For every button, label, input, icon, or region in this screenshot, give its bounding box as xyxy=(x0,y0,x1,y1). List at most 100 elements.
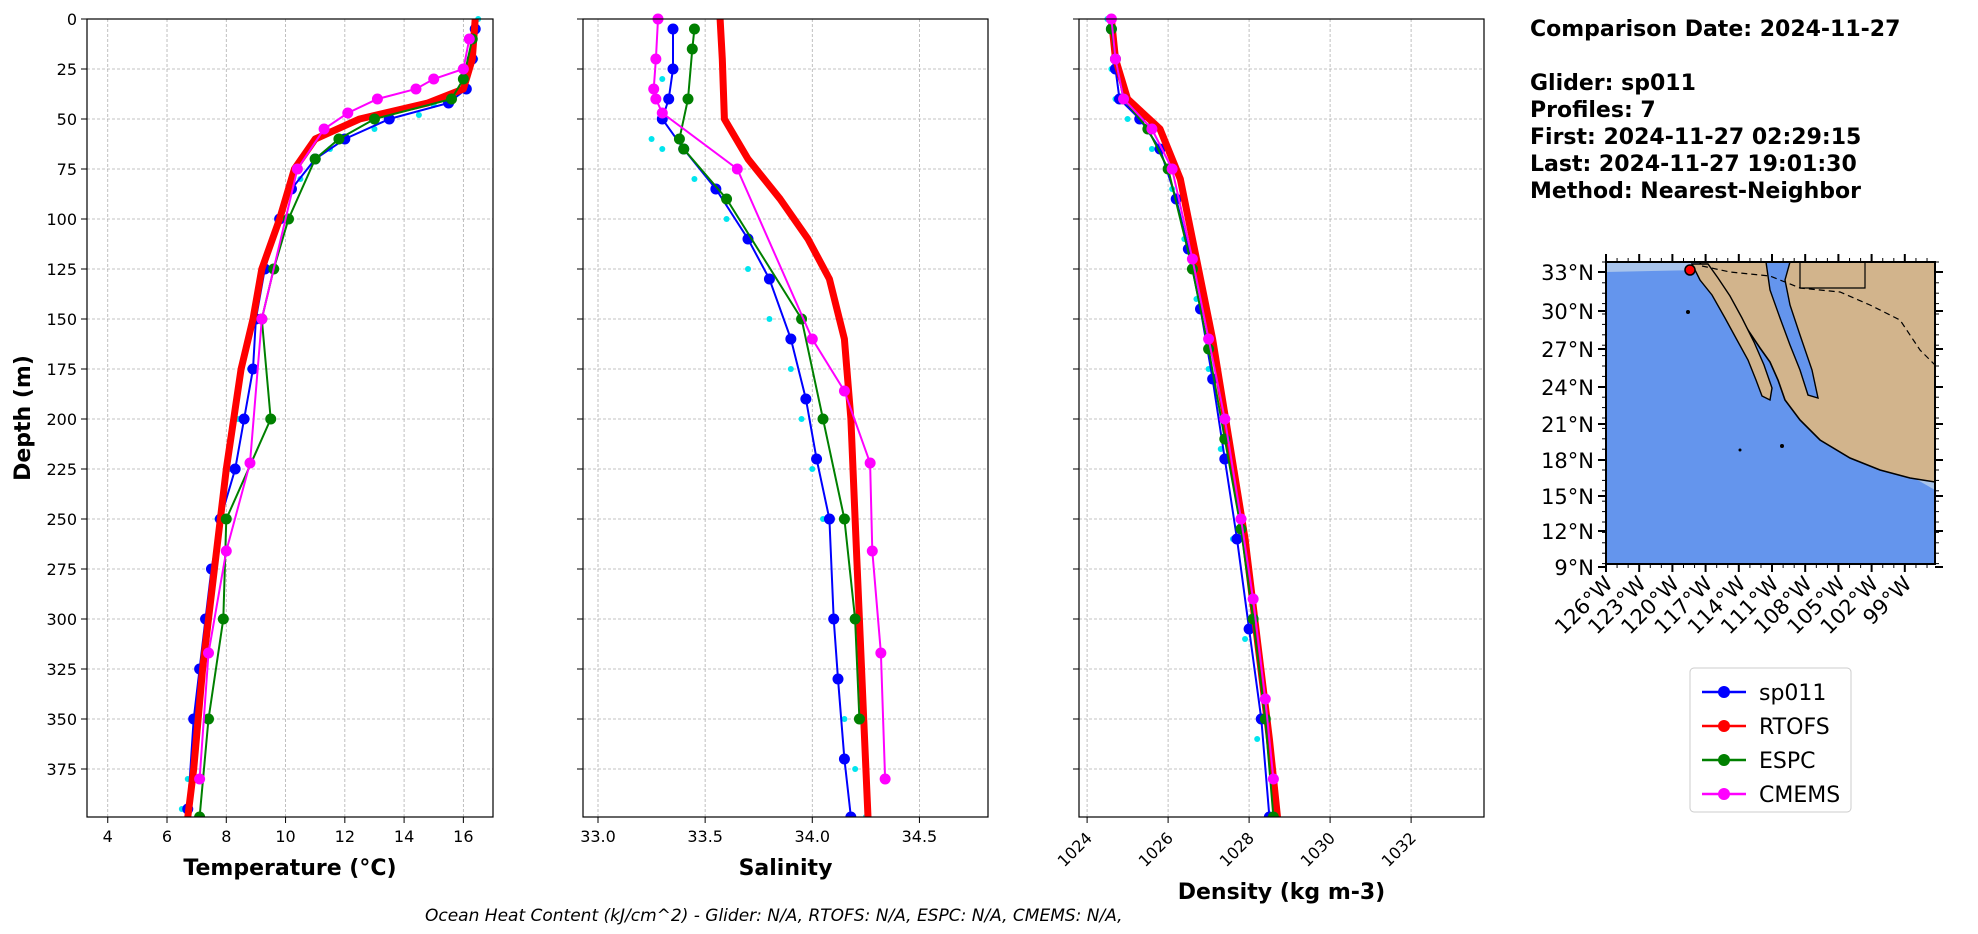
axes-frame xyxy=(86,18,494,818)
legend-label: CMEMS xyxy=(1759,783,1840,808)
legend-item-sp011: sp011 xyxy=(1702,681,1826,706)
series-sp011-point xyxy=(838,753,850,765)
series-espc-point xyxy=(682,93,694,105)
series-sp011-point xyxy=(667,23,679,35)
legend-marker xyxy=(1718,788,1730,800)
series-espc-line xyxy=(1110,28,1275,817)
series-espc-point xyxy=(1259,713,1271,725)
map-lat-label: 9°N xyxy=(1554,556,1594,580)
x-tick-label: 33.5 xyxy=(687,827,723,846)
series-sp011-point xyxy=(663,93,675,105)
series-espc-point xyxy=(265,413,277,425)
series-sp011_raw-point xyxy=(648,136,655,142)
series-cmems-point xyxy=(879,773,891,785)
axes-frame xyxy=(582,18,989,818)
profile-count: Profiles: 7 xyxy=(1530,98,1656,123)
map-lat-label: 12°N xyxy=(1541,520,1594,544)
interpolation-method: Method: Nearest-Neighbor xyxy=(1530,179,1861,204)
series-espc-point xyxy=(1186,263,1198,275)
legend-label: ESPC xyxy=(1759,749,1816,774)
x-tick-label: 8 xyxy=(221,827,231,846)
x-axis-label: Salinity xyxy=(739,856,833,881)
series-cmems-point xyxy=(838,385,850,397)
map-lat-label: 21°N xyxy=(1541,413,1594,437)
map-lat-label: 24°N xyxy=(1541,376,1594,400)
x-tick-label: 6 xyxy=(162,827,172,846)
info-block: Comparison Date: 2024-11-27 Glider: sp01… xyxy=(1530,17,1900,204)
glider-location-marker xyxy=(1684,264,1696,276)
y-tick-label: 0 xyxy=(67,10,77,29)
series-sp011_raw-point xyxy=(766,316,773,322)
y-tick-label: 325 xyxy=(46,660,77,679)
series-cmems-point xyxy=(410,83,422,95)
x-tick-label: 10 xyxy=(275,827,295,846)
series-cmems-point xyxy=(656,107,668,119)
series-espc-point xyxy=(1203,343,1215,355)
series-sp011_raw-point xyxy=(659,76,666,82)
series-espc-point xyxy=(849,613,861,625)
y-tick-label: 75 xyxy=(57,160,77,179)
series-sp011_raw-point xyxy=(1124,116,1131,122)
x-tick-label: 12 xyxy=(335,827,355,846)
series-espc-point xyxy=(853,713,865,725)
y-tick-label: 300 xyxy=(46,610,77,629)
x-axis-label: Density (kg m-3) xyxy=(1178,880,1386,905)
series-espc-point xyxy=(817,413,829,425)
series-group xyxy=(648,13,891,817)
series-rtofs-line xyxy=(1107,18,1281,817)
legend-label: RTOFS xyxy=(1759,715,1830,740)
series-cmems-point xyxy=(342,107,354,119)
x-tick-label: 34.0 xyxy=(794,827,830,846)
series-espc-point xyxy=(368,113,380,125)
y-tick-label: 175 xyxy=(46,360,77,379)
series-rtofs-line xyxy=(184,18,479,817)
series-cmems-point xyxy=(1166,163,1178,175)
series-sp011_raw-point xyxy=(415,112,422,118)
map-lat-label: 18°N xyxy=(1541,449,1594,473)
series-group xyxy=(178,16,482,817)
series-cmems-point xyxy=(1109,53,1121,65)
y-tick-label: 100 xyxy=(46,210,77,229)
x-tick-label: 16 xyxy=(453,827,473,846)
profile-panel-1: 33.0 33.5 34.0 34.5 Salinity xyxy=(577,13,989,881)
map-border-dashed xyxy=(1701,265,1935,366)
series-sp011_raw-point xyxy=(852,766,859,772)
series-sp011_raw-point xyxy=(659,146,666,152)
series-espc-point xyxy=(217,613,229,625)
series-sp011_raw-point xyxy=(798,416,805,422)
series-sp011_raw-point xyxy=(745,266,751,272)
series-espc-point xyxy=(678,143,690,155)
series-sp011_raw-point xyxy=(691,176,698,182)
series-espc-point xyxy=(333,133,345,145)
series-cmems-point xyxy=(203,647,215,659)
series-cmems-point xyxy=(256,313,268,325)
series-cmems-point xyxy=(428,73,440,85)
series-sp011-point xyxy=(238,413,250,425)
profile-panel-2: 1024 1026 1028 1030 1032 Density (kg m-3) xyxy=(1054,13,1485,905)
x-tick-label: 1030 xyxy=(1297,828,1339,870)
x-tick-label: 4 xyxy=(103,827,113,846)
series-cmems-point xyxy=(875,647,887,659)
glider-name: Glider: sp011 xyxy=(1530,71,1696,96)
y-tick-label: 50 xyxy=(57,110,77,129)
series-cmems-line xyxy=(1110,18,1275,780)
series-cmems-point xyxy=(866,545,878,557)
series-espc-point xyxy=(721,193,733,205)
series-cmems-point xyxy=(1186,253,1198,265)
series-sp011_raw-point xyxy=(1242,636,1249,642)
series-group xyxy=(1104,13,1281,817)
series-cmems-point xyxy=(194,773,206,785)
legend-marker xyxy=(1718,686,1730,698)
legend-label: sp011 xyxy=(1759,681,1826,706)
profile-panel-0: 4 6 8 10 12 14 16 0 25 50 75 100 125 150 175 200 225 250 2… xyxy=(11,10,494,881)
series-espc-point xyxy=(446,93,458,105)
series-sp011_raw-point xyxy=(787,366,794,372)
series-sp011_raw-point xyxy=(1148,146,1155,152)
legend-item-rtofs: RTOFS xyxy=(1702,715,1830,740)
series-espc-point xyxy=(673,133,685,145)
last-profile-time: Last: 2024-11-27 19:01:30 xyxy=(1530,152,1857,177)
first-profile-time: First: 2024-11-27 02:29:15 xyxy=(1530,125,1861,150)
ocean-heat-content-caption: Ocean Heat Content (kJ/cm^2) - Glider: N… xyxy=(425,906,1123,926)
series-espc-point xyxy=(457,73,469,85)
